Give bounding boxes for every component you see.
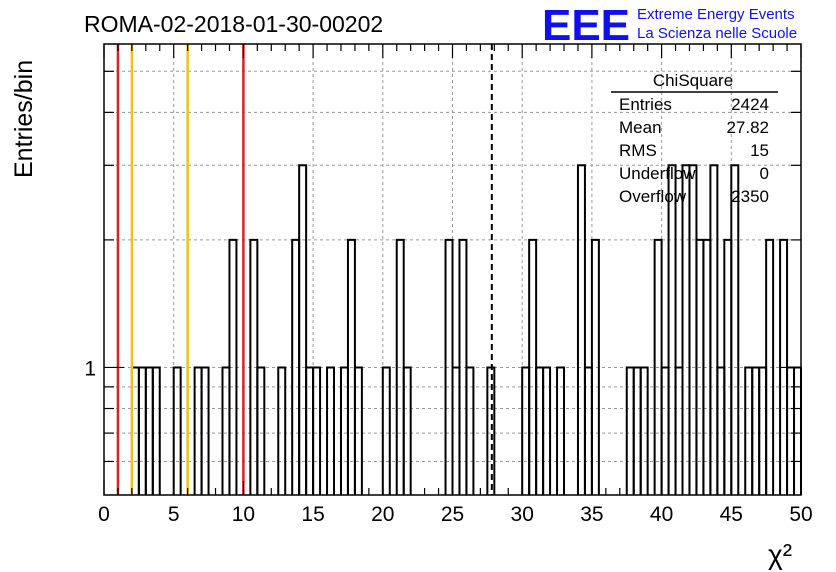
stats-value: 0 xyxy=(760,164,769,183)
stats-label: Mean xyxy=(619,118,662,137)
histogram-bin xyxy=(172,366,182,495)
eee-logo: EEE xyxy=(542,1,630,50)
stats-value: 15 xyxy=(750,141,769,160)
histogram-bars xyxy=(130,164,802,495)
histogram-bin xyxy=(639,366,649,495)
x-tick-label: 30 xyxy=(511,503,534,526)
tick-labels: 0 5 10 15 20 25 30 35 40 45 50 1 xyxy=(84,357,812,526)
histogram-bin xyxy=(688,164,698,495)
histogram-bin xyxy=(765,238,775,495)
histogram-bin xyxy=(277,366,287,495)
histogram-bin xyxy=(326,366,336,495)
org-name-line2: La Scienza nelle Scuole xyxy=(637,25,797,42)
histogram-bin xyxy=(256,366,266,495)
x-tick-label: 25 xyxy=(441,503,464,526)
chart-title: ROMA-02-2018-01-30-00202 xyxy=(84,11,383,37)
histogram-bin xyxy=(542,366,552,495)
histogram-bin xyxy=(381,366,391,495)
histogram-bin xyxy=(556,366,566,495)
eee-logo-text: EEE xyxy=(542,1,630,50)
histogram-bin xyxy=(151,366,161,495)
stats-value: 2424 xyxy=(731,95,769,114)
stats-label: RMS xyxy=(619,141,657,160)
x-tick-label: 50 xyxy=(789,503,812,526)
org-name-line1: Extreme Energy Events xyxy=(637,6,795,23)
x-tick-label: 10 xyxy=(232,503,255,526)
y-tick-label: 1 xyxy=(84,357,96,380)
stats-title: ChiSquare xyxy=(653,71,733,90)
x-axis-label: χ² xyxy=(768,539,792,570)
histogram-bin xyxy=(590,238,600,495)
histogram-bin xyxy=(312,366,322,495)
histogram-bin xyxy=(681,164,691,495)
stats-box: ChiSquare Entries 2424 Mean 27.82 RMS 15 Under… xyxy=(611,71,778,206)
stats-value: 27.82 xyxy=(726,118,769,137)
x-tick-label: 40 xyxy=(650,503,673,526)
histogram-bin xyxy=(402,366,412,495)
stats-label: Entries xyxy=(619,95,672,114)
x-tick-label: 15 xyxy=(301,503,324,526)
histogram-bin xyxy=(298,164,308,495)
histogram-bin xyxy=(353,366,363,495)
stats-label: Overflow xyxy=(619,187,687,206)
histogram-bin xyxy=(228,238,238,495)
x-tick-label: 35 xyxy=(580,503,603,526)
axes xyxy=(103,43,802,496)
histogram-bin xyxy=(730,164,740,495)
stats-label: Underflow xyxy=(619,164,696,183)
histogram-bin xyxy=(667,164,677,495)
histogram-bin xyxy=(465,366,475,495)
y-axis-label: Entries/bin xyxy=(10,60,38,178)
x-tick-label: 45 xyxy=(720,503,743,526)
histogram-bin xyxy=(709,164,719,495)
histogram-bin xyxy=(576,164,586,495)
x-tick-label: 0 xyxy=(98,503,110,526)
stats-value: 2350 xyxy=(731,187,769,206)
histogram-bin xyxy=(200,366,210,495)
x-tick-label: 20 xyxy=(371,503,394,526)
reference-lines xyxy=(116,44,493,495)
x-tick-label: 5 xyxy=(168,503,180,526)
